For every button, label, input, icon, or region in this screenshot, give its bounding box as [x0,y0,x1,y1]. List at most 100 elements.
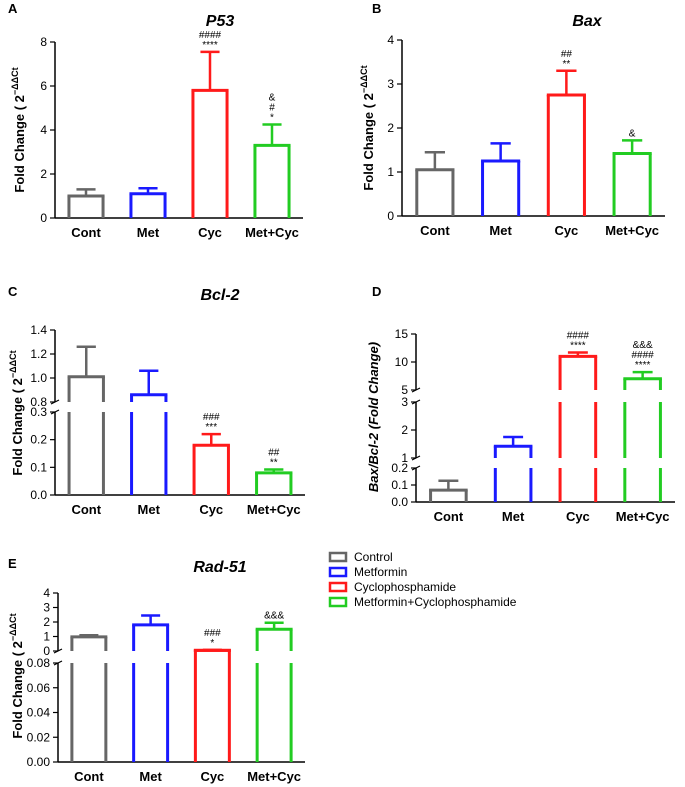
y-tick-label: 2 [401,423,408,437]
bar-metcyc [623,370,662,502]
chart-title: Bax [572,13,602,30]
y-tick-label: 1.0 [30,371,47,385]
bar-cont [429,479,468,502]
significance-mark: * [210,638,214,649]
bar-met [493,435,533,502]
y-tick-label: 2 [40,167,47,181]
panel-label: A [8,1,18,16]
y-tick-label: 0.06 [27,681,51,695]
x-tick-label: Met+Cyc [247,502,301,517]
y-tick-label: 0.1 [391,478,408,492]
y-tick-label: 8 [40,35,47,49]
bar-cont [67,188,105,218]
x-tick-label: Met [139,769,162,784]
y-tick-label: 0.2 [391,461,408,475]
axis-break [50,409,60,415]
x-tick-label: Met [138,502,161,517]
panel-label: D [372,284,381,299]
y-tick-label: 10 [395,355,409,369]
bar-cyc [191,50,229,218]
y-tick-label: 1.2 [30,347,47,361]
chart-title: P53 [206,13,235,30]
x-tick-label: Met+Cyc [605,223,659,238]
legend-label: Metformin [354,565,407,579]
y-axis-label-superscript: −ΔΔCt [359,65,369,93]
significance-mark: ## [561,49,573,60]
bar-cyc [193,648,231,762]
y-tick-label: 0 [43,644,50,658]
bar-cont [70,633,108,762]
x-tick-label: Met [489,223,512,238]
y-tick-label: 6 [40,79,47,93]
significance-mark: ** [270,458,278,469]
y-axis-label: Fold Change ( 2−ΔΔCt [359,65,376,190]
y-tick-label: 0 [40,211,47,225]
x-tick-label: Cyc [198,225,222,240]
y-axis-label-superscript: −ΔΔCt [8,350,18,378]
y-tick-label: 0.04 [27,706,51,720]
chart-title: Rad-51 [193,559,246,576]
y-axis-label-main: Fold Change ( 2 [12,95,27,193]
y-tick-label: 4 [40,123,47,137]
y-tick-label: 3 [387,77,394,91]
y-tick-label: 0.8 [30,395,47,409]
bar-metcyc [253,123,291,218]
x-tick-label: Cyc [566,509,590,524]
y-tick-label: 1 [387,165,394,179]
x-tick-label: Met+Cyc [247,769,301,784]
significance-mark: * [270,113,274,124]
bar-cyc [546,69,586,216]
y-axis-label: Fold Change ( 2−ΔΔCt [10,67,27,192]
y-tick-label: 4 [43,586,50,600]
panel-label: C [8,284,18,299]
axis-break [53,660,63,666]
y-tick-label: 0.0 [30,488,47,502]
y-tick-label: 0.0 [391,495,408,509]
axis-break [411,399,421,405]
legend-swatch [328,566,348,578]
y-tick-label: 0 [387,209,394,223]
significance-mark: &&& [264,611,284,622]
bar-cont [67,345,105,495]
significance-mark: ## [268,448,280,459]
bar-met [130,369,168,495]
significance-mark: #### [199,30,222,41]
legend-swatch [328,581,348,593]
significance-mark: &&& [633,340,653,351]
significance-mark: ** [562,59,570,70]
chart-title: Bcl-2 [200,287,239,304]
x-tick-label: Cont [71,225,101,240]
y-axis-label: Fold Change ( 2−ΔΔCt [8,613,25,738]
y-tick-label: 3 [43,601,50,615]
axis-break [411,465,421,471]
legend-label: Cyclophosphamide [354,580,456,594]
y-tick-label: 3 [401,395,408,409]
bar-metcyc [612,139,652,216]
legend-swatch [328,596,348,608]
significance-mark: #### [632,350,655,361]
y-tick-label: 1 [43,630,50,644]
y-tick-label: 0.3 [30,405,47,419]
panel-label: B [372,1,381,16]
bar-met [129,187,167,218]
x-tick-label: Cyc [199,502,223,517]
significance-mark: & [269,93,276,104]
significance-mark: # [269,103,275,114]
significance-mark: & [629,128,636,139]
bar-metcyc [255,621,293,762]
y-tick-label: 15 [395,327,409,341]
legend-label: Control [354,550,393,564]
y-tick-label: 0.2 [30,433,47,447]
x-tick-label: Met+Cyc [616,509,670,524]
x-tick-label: Cyc [200,769,224,784]
y-tick-label: 0.00 [27,755,51,769]
x-tick-label: Cont [74,769,104,784]
bar-met [481,142,521,216]
significance-mark: #### [567,330,590,341]
y-tick-label: 1 [401,451,408,465]
x-tick-label: Cont [71,502,101,517]
significance-mark: **** [635,360,651,371]
y-tick-label: 2 [43,615,50,629]
legend-swatch [328,551,348,563]
bar-met [132,614,170,762]
